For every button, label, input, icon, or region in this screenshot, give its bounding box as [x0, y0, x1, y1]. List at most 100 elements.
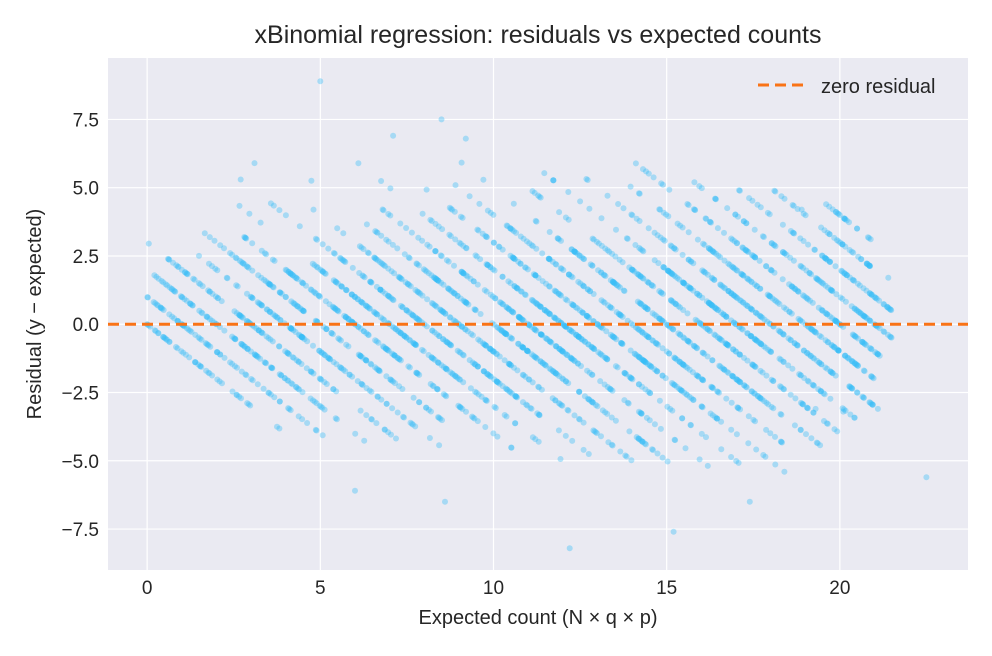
data-point	[644, 306, 651, 313]
data-point	[391, 270, 398, 277]
data-point	[746, 277, 753, 283]
data-point	[715, 307, 721, 314]
data-point	[857, 310, 864, 317]
data-point	[637, 409, 644, 416]
data-point	[229, 333, 236, 340]
data-point	[533, 327, 540, 334]
data-point	[689, 369, 696, 376]
data-point	[577, 280, 584, 287]
data-point	[178, 266, 185, 273]
data-point	[744, 248, 751, 255]
data-point	[292, 383, 299, 390]
data-point	[444, 339, 451, 346]
data-point	[824, 311, 831, 318]
data-point	[864, 260, 870, 267]
data-point	[866, 290, 873, 297]
data-point	[205, 342, 212, 349]
data-point	[777, 329, 784, 335]
data-point	[360, 246, 367, 252]
data-point	[656, 206, 663, 213]
data-point	[416, 371, 423, 378]
data-point	[717, 282, 724, 289]
data-point	[822, 255, 829, 262]
data-point	[552, 288, 559, 295]
data-point	[426, 435, 433, 441]
data-point	[451, 208, 458, 215]
data-point	[481, 287, 488, 294]
data-point	[413, 315, 420, 322]
data-point	[420, 348, 427, 355]
data-point	[824, 420, 831, 427]
data-point	[323, 326, 330, 333]
data-point	[837, 294, 844, 301]
data-point	[412, 341, 419, 348]
data-point	[589, 399, 596, 406]
data-point	[431, 356, 438, 363]
data-point	[602, 409, 609, 416]
data-point	[710, 248, 717, 255]
data-point	[648, 282, 655, 289]
data-point	[713, 250, 720, 257]
data-point	[528, 351, 535, 358]
data-point	[507, 389, 514, 396]
data-point	[763, 263, 770, 270]
data-point	[640, 357, 647, 364]
data-point	[431, 329, 438, 336]
data-point	[472, 252, 479, 259]
data-point	[495, 325, 502, 331]
data-point	[676, 358, 683, 365]
data-point	[343, 287, 350, 294]
data-point	[757, 285, 763, 292]
data-point	[517, 260, 524, 267]
data-point	[463, 299, 470, 306]
data-point	[645, 334, 652, 341]
data-point	[643, 168, 649, 175]
data-point	[450, 289, 457, 296]
data-point	[644, 278, 651, 285]
data-point	[378, 260, 385, 267]
x-tick-labels: 0 5 10 15 20	[142, 578, 851, 599]
data-point	[316, 347, 323, 354]
data-point	[267, 364, 274, 371]
data-point	[538, 331, 545, 338]
data-point	[269, 365, 276, 372]
data-point	[393, 435, 399, 442]
data-point	[514, 394, 520, 401]
data-point	[589, 235, 596, 242]
data-point	[538, 331, 544, 338]
data-point	[818, 388, 824, 395]
data-point	[627, 347, 634, 354]
data-point	[238, 259, 245, 265]
data-point	[282, 212, 289, 219]
data-point	[758, 313, 765, 320]
data-point	[707, 219, 714, 225]
y-tick-label: −5.0	[61, 452, 99, 473]
data-point	[321, 406, 328, 413]
data-point	[401, 414, 407, 421]
data-point	[152, 300, 159, 307]
data-point	[602, 354, 609, 361]
data-point	[767, 293, 774, 300]
data-point	[411, 340, 417, 347]
data-point	[445, 285, 452, 292]
data-point	[609, 250, 616, 257]
data-point	[688, 395, 695, 402]
data-point	[572, 249, 579, 256]
data-point	[584, 395, 591, 402]
data-point	[742, 383, 749, 390]
data-point	[541, 170, 548, 177]
data-point	[694, 290, 701, 297]
data-point	[502, 330, 509, 337]
data-point	[261, 276, 268, 283]
data-point	[515, 340, 522, 347]
data-point	[558, 265, 565, 272]
data-point	[684, 310, 691, 317]
data-point	[379, 261, 386, 268]
data-point	[501, 330, 508, 337]
data-point	[831, 343, 837, 350]
data-point	[571, 248, 578, 255]
data-point	[521, 291, 528, 298]
data-point	[300, 308, 307, 315]
data-point	[633, 215, 640, 222]
data-point	[173, 262, 180, 269]
